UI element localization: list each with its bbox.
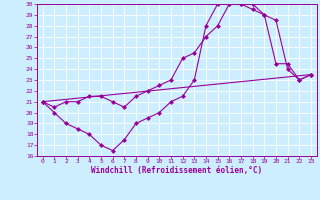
X-axis label: Windchill (Refroidissement éolien,°C): Windchill (Refroidissement éolien,°C) [91, 166, 262, 175]
